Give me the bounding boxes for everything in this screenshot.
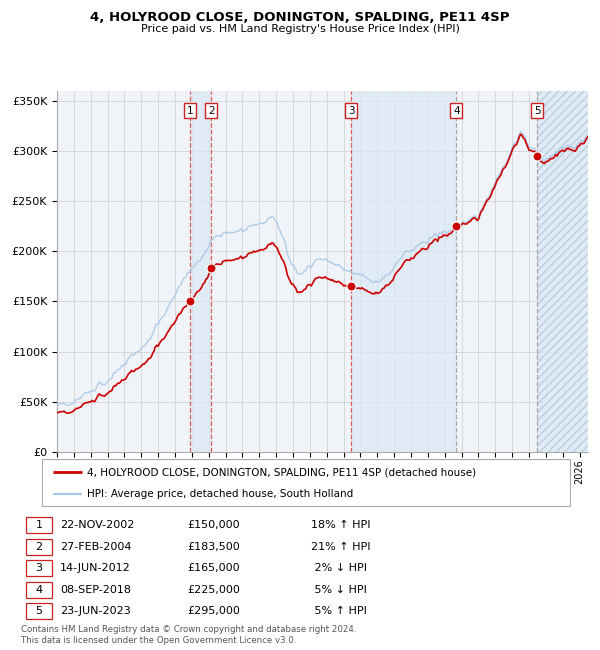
FancyBboxPatch shape	[26, 582, 52, 598]
Text: £295,000: £295,000	[187, 606, 240, 616]
Text: 3: 3	[35, 563, 43, 573]
Text: 5% ↓ HPI: 5% ↓ HPI	[311, 584, 367, 595]
FancyBboxPatch shape	[26, 517, 52, 534]
Bar	[190, 91, 211, 452]
Text: £183,500: £183,500	[187, 541, 240, 552]
Bar	[537, 91, 588, 452]
Text: 5% ↑ HPI: 5% ↑ HPI	[311, 606, 367, 616]
Text: 5: 5	[35, 606, 43, 616]
Text: 22-NOV-2002: 22-NOV-2002	[60, 520, 134, 530]
Bar	[537, 91, 588, 452]
Text: 1: 1	[187, 106, 193, 116]
Text: 2: 2	[35, 541, 43, 552]
Text: HPI: Average price, detached house, South Holland: HPI: Average price, detached house, Sout…	[87, 489, 353, 499]
Text: 4, HOLYROOD CLOSE, DONINGTON, SPALDING, PE11 4SP (detached house): 4, HOLYROOD CLOSE, DONINGTON, SPALDING, …	[87, 467, 476, 477]
Text: 2: 2	[208, 106, 215, 116]
FancyBboxPatch shape	[26, 603, 52, 619]
Text: 4, HOLYROOD CLOSE, DONINGTON, SPALDING, PE11 4SP: 4, HOLYROOD CLOSE, DONINGTON, SPALDING, …	[90, 11, 510, 24]
Text: 23-JUN-2023: 23-JUN-2023	[60, 606, 131, 616]
Text: Contains HM Land Registry data © Crown copyright and database right 2024.: Contains HM Land Registry data © Crown c…	[21, 625, 356, 634]
Text: Price paid vs. HM Land Registry's House Price Index (HPI): Price paid vs. HM Land Registry's House …	[140, 24, 460, 34]
Text: 21% ↑ HPI: 21% ↑ HPI	[311, 541, 371, 552]
Text: 14-JUN-2012: 14-JUN-2012	[60, 563, 131, 573]
Text: 1: 1	[35, 520, 43, 530]
FancyBboxPatch shape	[26, 539, 52, 555]
Text: 4: 4	[453, 106, 460, 116]
Text: £225,000: £225,000	[187, 584, 240, 595]
Text: 3: 3	[348, 106, 355, 116]
Text: 08-SEP-2018: 08-SEP-2018	[60, 584, 131, 595]
FancyBboxPatch shape	[26, 560, 52, 577]
Text: 27-FEB-2004: 27-FEB-2004	[60, 541, 132, 552]
Bar	[351, 91, 457, 452]
Text: This data is licensed under the Open Government Licence v3.0.: This data is licensed under the Open Gov…	[21, 636, 296, 645]
Text: 2% ↓ HPI: 2% ↓ HPI	[311, 563, 367, 573]
Text: 5: 5	[534, 106, 541, 116]
Text: 18% ↑ HPI: 18% ↑ HPI	[311, 520, 371, 530]
Text: 4: 4	[35, 584, 43, 595]
Text: £150,000: £150,000	[187, 520, 240, 530]
Text: £165,000: £165,000	[187, 563, 240, 573]
